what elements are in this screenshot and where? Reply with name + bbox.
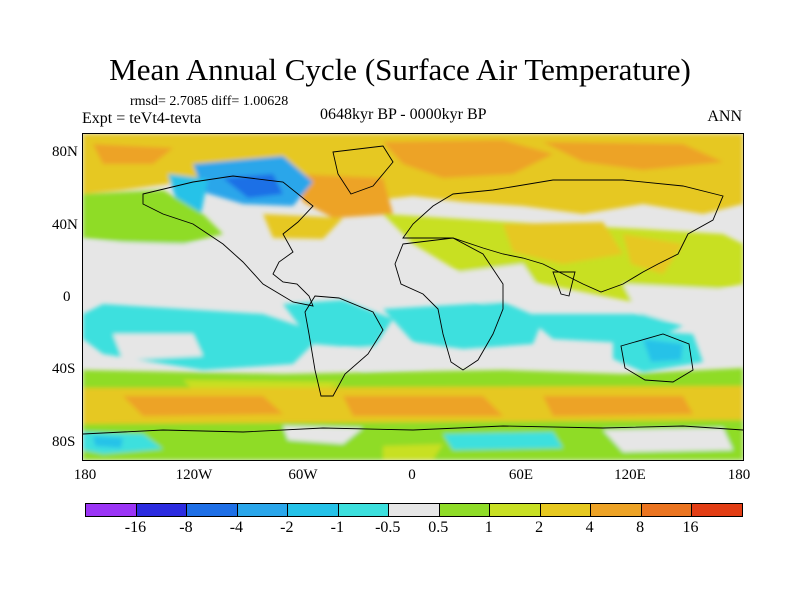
colorbar-label: 4 bbox=[585, 519, 594, 536]
colorbar-segment bbox=[187, 504, 238, 516]
colorbar-label: -1 bbox=[330, 519, 344, 536]
colorbar-segment bbox=[540, 504, 592, 516]
colorbar-segment bbox=[237, 504, 289, 516]
colorbar-segment bbox=[86, 504, 137, 516]
colorbar-label: 16 bbox=[682, 519, 699, 536]
colorbar-label: -16 bbox=[124, 519, 147, 536]
colorbar-segment bbox=[641, 504, 693, 516]
period-label: 0648kyr BP - 0000kyr BP bbox=[320, 106, 487, 123]
colorbar-segment bbox=[692, 504, 742, 516]
coastlines bbox=[83, 145, 743, 435]
x-tick-60w: 60W bbox=[288, 467, 318, 483]
map-panel bbox=[82, 133, 744, 461]
colorbar-segment bbox=[490, 504, 541, 516]
temperature-anomaly-map bbox=[83, 134, 743, 460]
stats-line: rmsd= 2.7085 diff= 1.00628 bbox=[130, 94, 289, 109]
colorbar-label: 0.5 bbox=[428, 519, 449, 536]
x-tick-120w: 120W bbox=[175, 467, 213, 483]
y-tick-80n: 80N bbox=[52, 144, 78, 160]
y-tick-40s: 40S bbox=[52, 361, 76, 377]
colorbar-label: -2 bbox=[280, 519, 294, 536]
colorbar-label: -0.5 bbox=[375, 519, 401, 536]
colorbar-segment bbox=[136, 504, 188, 516]
colorbar-label: 1 bbox=[484, 519, 493, 536]
y-tick-0: 0 bbox=[63, 289, 71, 305]
colorbar-segment bbox=[439, 504, 491, 516]
colorbar-segment bbox=[591, 504, 642, 516]
colorbar-segment bbox=[389, 504, 440, 516]
x-tick-180w: 180 bbox=[73, 467, 97, 483]
plot-title: Mean Annual Cycle (Surface Air Temperatu… bbox=[109, 52, 691, 87]
season-label: ANN bbox=[707, 108, 742, 125]
experiment-label: Expt = teVt4-tevta bbox=[82, 110, 202, 127]
colorbar-segment bbox=[338, 504, 390, 516]
colorbar-label: 2 bbox=[535, 519, 544, 536]
colorbar-segment bbox=[288, 504, 339, 516]
colorbar-label: -8 bbox=[179, 519, 193, 536]
x-tick-180e: 180 bbox=[727, 467, 751, 483]
colorbar bbox=[85, 503, 743, 517]
x-tick-120e: 120E bbox=[614, 467, 646, 483]
x-tick-60e: 60E bbox=[508, 467, 534, 483]
anomaly-field bbox=[83, 134, 743, 460]
x-tick-0: 0 bbox=[408, 467, 416, 483]
colorbar-label: -4 bbox=[229, 519, 244, 536]
y-tick-40n: 40N bbox=[52, 217, 78, 233]
colorbar-label: 8 bbox=[636, 519, 645, 536]
y-tick-80s: 80S bbox=[52, 434, 76, 450]
